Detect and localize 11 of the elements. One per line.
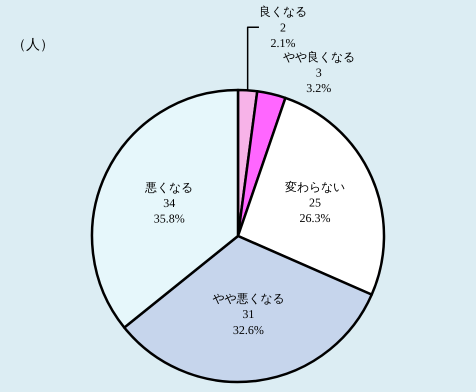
data-label: 3 3.2% (306, 65, 332, 96)
data-label: 34 35.8% (154, 196, 185, 226)
text: （人） (12, 37, 54, 53)
slice-label: 悪くなる (144, 180, 194, 194)
data-label: 25 26.3% (300, 195, 331, 225)
slice-label: 良くなる (258, 4, 307, 19)
slice-label: やや良くなる (282, 50, 355, 64)
data-label: 31 32.6% (232, 307, 264, 337)
slice-label: 変わらない (285, 180, 346, 194)
slice-label: やや悪くなる (212, 292, 284, 306)
data-label: 2 2.1% (270, 20, 296, 50)
